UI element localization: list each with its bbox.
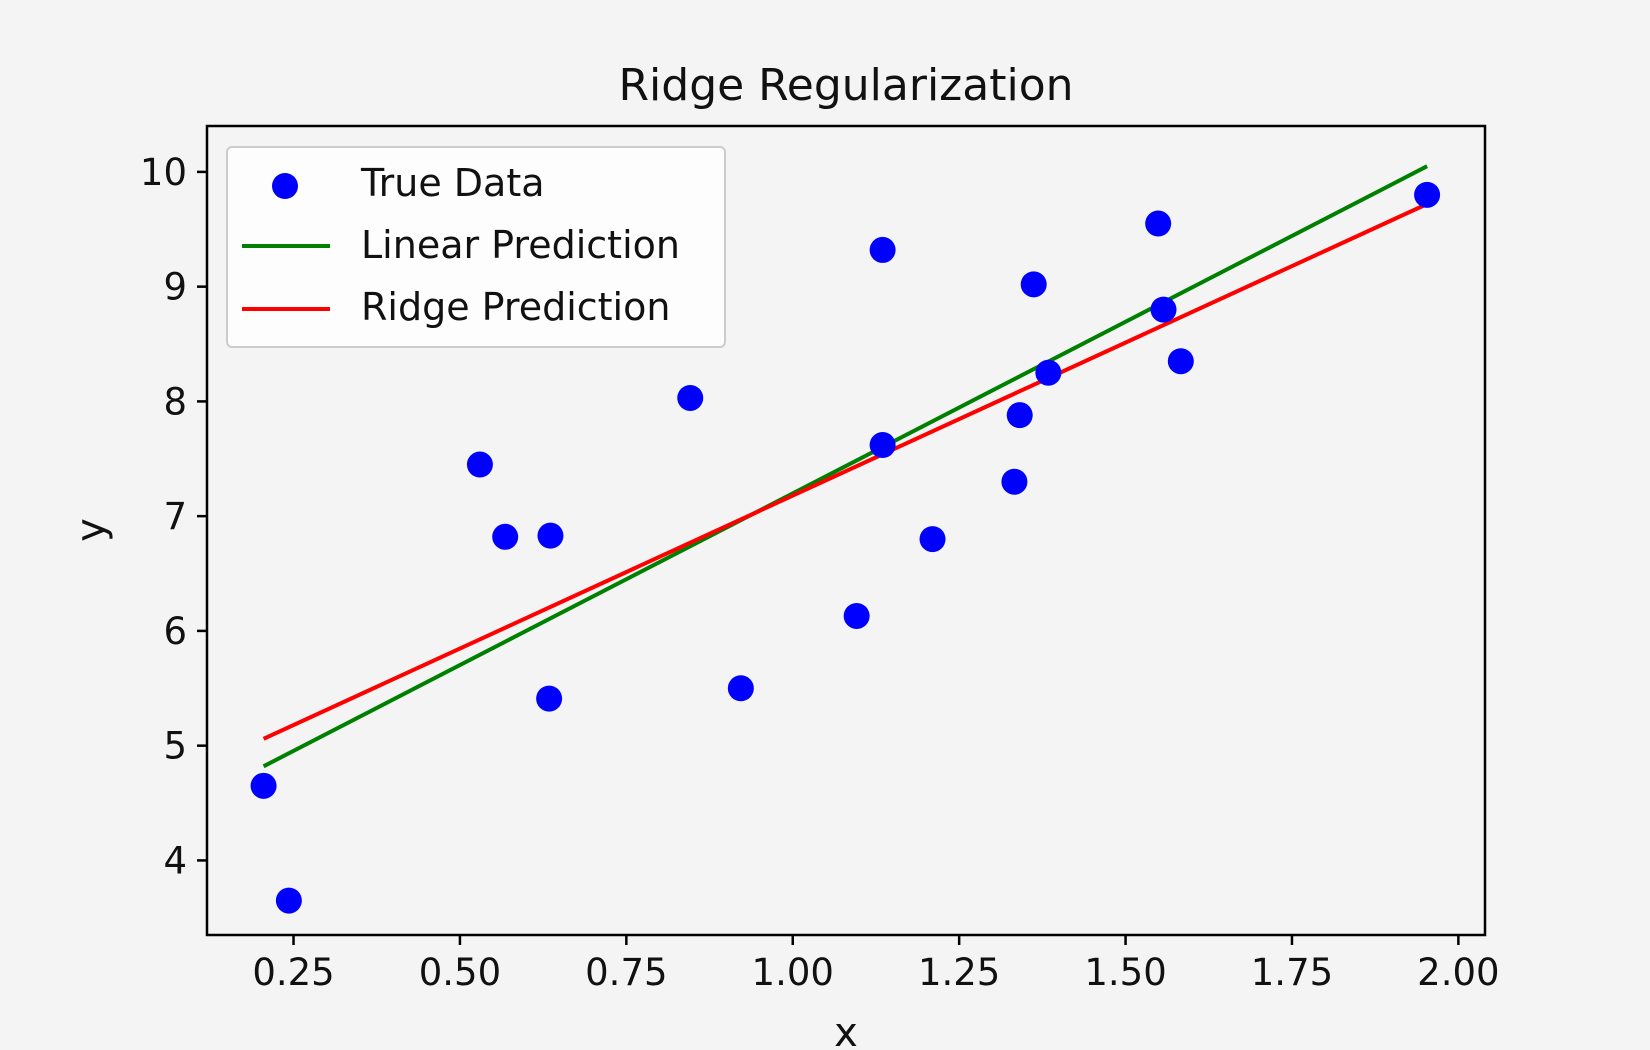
- true-data-point: [537, 522, 564, 549]
- legend-label-true-data: True Data: [360, 161, 545, 205]
- true-data-point: [677, 384, 704, 411]
- x-axis-ticks: 0.25 0.50 0.75 1.00 1.25 1.50 1.75 2.00: [252, 935, 1500, 994]
- true-data-point: [466, 451, 493, 478]
- y-axis-ticks: 4 5 6 7 8 9 10: [140, 151, 207, 882]
- y-tick-label: 6: [163, 610, 187, 653]
- true-data-point: [275, 887, 302, 914]
- true-data-point: [1145, 210, 1172, 237]
- legend-label-ridge-prediction: Ridge Prediction: [361, 285, 670, 329]
- x-tick-label: 1.50: [1084, 951, 1166, 994]
- x-tick-label: 0.25: [252, 951, 334, 994]
- legend-marker-true-data: [272, 173, 298, 199]
- y-tick-label: 7: [163, 495, 187, 538]
- true-data-point: [492, 523, 519, 550]
- true-data-point: [919, 526, 946, 553]
- x-tick-label: 1.75: [1251, 951, 1333, 994]
- y-tick-label: 4: [163, 839, 187, 882]
- legend-box: [226, 146, 726, 348]
- x-axis-label: x: [834, 1010, 858, 1050]
- y-tick-label: 8: [163, 380, 187, 423]
- linear-prediction-line: [262, 164, 1429, 769]
- true-data-point: [1001, 468, 1028, 495]
- true-data-point: [727, 675, 754, 702]
- x-tick-label: 0.50: [419, 951, 501, 994]
- true-data-point: [1006, 402, 1033, 429]
- ridge-prediction-line: [262, 202, 1428, 741]
- true-data-point: [536, 685, 563, 712]
- y-tick-label: 9: [163, 266, 187, 309]
- true-data-point: [1150, 296, 1177, 323]
- true-data-point: [869, 432, 896, 459]
- legend-label-linear-prediction: Linear Prediction: [361, 223, 680, 267]
- x-tick-label: 2.00: [1417, 951, 1499, 994]
- true-data-points: [250, 181, 1441, 914]
- y-tick-label: 10: [140, 151, 187, 194]
- true-data-point: [250, 772, 277, 799]
- true-data-point: [1167, 348, 1194, 375]
- x-tick-label: 1.00: [752, 951, 834, 994]
- y-axis-label: y: [68, 518, 114, 542]
- legend: True Data Linear Prediction Ridge Predic…: [226, 146, 726, 348]
- true-data-point: [843, 602, 870, 629]
- true-data-point: [1414, 181, 1441, 208]
- true-data-point: [869, 236, 896, 263]
- prediction-lines: [262, 164, 1429, 769]
- chart-title: Ridge Regularization: [618, 60, 1073, 111]
- x-tick-label: 0.75: [585, 951, 667, 994]
- x-tick-label: 1.25: [918, 951, 1000, 994]
- y-tick-label: 5: [163, 725, 187, 768]
- true-data-point: [1035, 359, 1062, 386]
- true-data-point: [1020, 271, 1047, 298]
